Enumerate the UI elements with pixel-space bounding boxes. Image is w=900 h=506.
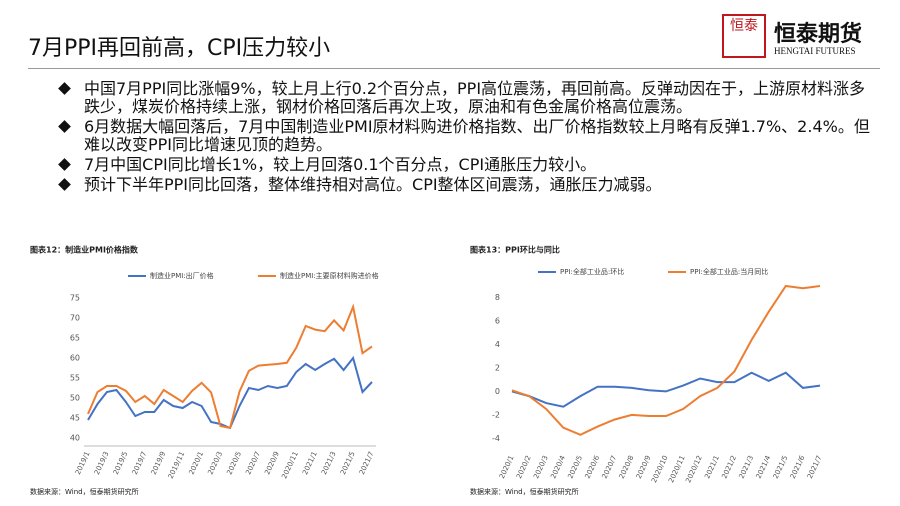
x-tick-label: 2019/1 bbox=[74, 450, 92, 476]
x-tick-label: 2021/7 bbox=[358, 450, 376, 476]
series-line bbox=[511, 371, 821, 408]
x-tick-label: 2020/9 bbox=[635, 454, 653, 480]
y-tick-label: 6 bbox=[495, 317, 500, 326]
y-tick-label: 55 bbox=[70, 374, 80, 383]
x-tick-label: 2021/1 bbox=[301, 450, 319, 476]
y-tick-label: -2 bbox=[492, 410, 500, 419]
y-tick-label: 40 bbox=[70, 434, 80, 443]
bullet-list: 中国7月PPI同比涨幅9%，较上月上行0.2个百分点，PPI高位震荡，再回前高。… bbox=[58, 80, 878, 196]
legend-label: PPI:全部工业品:当月同比 bbox=[690, 267, 768, 276]
x-tick-label: 2020/4 bbox=[549, 454, 567, 480]
y-tick-label: 8 bbox=[495, 293, 500, 302]
bullet: 中国7月PPI同比涨幅9%，较上月上行0.2个百分点，PPI高位震荡，再回前高。… bbox=[58, 80, 878, 116]
y-tick-label: 0 bbox=[495, 387, 500, 396]
x-tick-label: 2020/8 bbox=[618, 454, 636, 480]
bullet: 7月中国CPI同比增长1%，较上月回落0.1个百分点，CPI通胀压力较小。 bbox=[58, 156, 878, 174]
chart-title: 图表13：PPI环比与同比 bbox=[470, 245, 560, 255]
x-tick-label: 2020/1 bbox=[498, 454, 516, 480]
y-tick-label: 4 bbox=[495, 340, 500, 349]
x-tick-label: 2020/12 bbox=[684, 454, 704, 484]
chart-title: 图表12：制造业PMI价格指数 bbox=[30, 245, 139, 255]
logo: 恒泰 恒泰期货 HENGTAI FUTURES bbox=[722, 14, 882, 64]
series-line bbox=[87, 303, 373, 430]
y-tick-label: 45 bbox=[70, 414, 80, 423]
x-tick-label: 2021/7 bbox=[806, 454, 824, 480]
legend-label: PPI:全部工业品:环比 bbox=[560, 267, 624, 276]
y-tick-label: 65 bbox=[70, 334, 80, 343]
x-tick-label: 2021/3 bbox=[738, 454, 756, 480]
legend-label: 制造业PMI:出厂价格 bbox=[150, 271, 214, 280]
x-tick-label: 2019/9 bbox=[150, 450, 168, 476]
x-tick-label: 2021/6 bbox=[789, 454, 807, 480]
x-tick-label: 2020/5 bbox=[566, 454, 584, 480]
series-line bbox=[87, 355, 373, 430]
x-tick-label: 2019/5 bbox=[112, 450, 130, 476]
x-tick-label: 2021/5 bbox=[772, 454, 790, 480]
slide-title: 7月PPI再回前高，CPI压力较小 bbox=[28, 36, 331, 61]
y-tick-label: 75 bbox=[70, 294, 80, 303]
x-tick-label: 2020/1 bbox=[188, 450, 206, 476]
x-tick-label: 2019/11 bbox=[167, 450, 187, 480]
x-tick-label: 2020/11 bbox=[280, 450, 300, 480]
y-tick-label: 50 bbox=[70, 394, 80, 403]
logo-mark: 恒泰 bbox=[722, 14, 766, 58]
logo-en: HENGTAI FUTURES bbox=[774, 46, 856, 56]
legend-label: 制造业PMI:主要原材料购进价格 bbox=[280, 271, 379, 280]
y-tick-label: -4 bbox=[492, 434, 500, 443]
series-line bbox=[511, 284, 821, 436]
x-tick-label: 2021/1 bbox=[703, 454, 721, 480]
x-tick-label: 2021/5 bbox=[339, 450, 357, 476]
x-tick-label: 2021/4 bbox=[755, 454, 773, 480]
x-tick-label: 2020/3 bbox=[532, 454, 550, 480]
chart-source: 数据来源：Wind，恒泰期货研究所 bbox=[30, 487, 139, 496]
x-tick-label: 2020/2 bbox=[515, 454, 533, 480]
x-tick-label: 2021/3 bbox=[320, 450, 338, 476]
logo-name: 恒泰期货 bbox=[774, 22, 863, 47]
x-tick-label: 2020/5 bbox=[225, 450, 243, 476]
x-tick-label: 2020/9 bbox=[263, 450, 281, 476]
title-rule bbox=[28, 68, 880, 69]
y-tick-label: 60 bbox=[70, 354, 80, 363]
x-tick-label: 2020/3 bbox=[206, 450, 224, 476]
chart-source: 数据来源：Wind，恒泰期货研究所 bbox=[470, 487, 579, 496]
x-tick-label: 2021/2 bbox=[720, 454, 738, 480]
bullet: 6月数据大幅回落后，7月中国制造业PMI原材料购进价格指数、出厂价格指数较上月略… bbox=[58, 118, 878, 154]
x-tick-label: 2019/7 bbox=[131, 450, 149, 476]
bullet: 预计下半年PPI同比回落，整体维持相对高位。CPI整体区间震荡，通胀压力减弱。 bbox=[58, 176, 878, 194]
x-tick-label: 2020/7 bbox=[601, 454, 619, 480]
x-tick-label: 2020/6 bbox=[584, 454, 602, 480]
y-tick-label: 2 bbox=[495, 364, 500, 373]
y-tick-label: 70 bbox=[70, 314, 80, 323]
x-tick-label: 2019/3 bbox=[93, 450, 111, 476]
x-tick-label: 2020/7 bbox=[244, 450, 262, 476]
